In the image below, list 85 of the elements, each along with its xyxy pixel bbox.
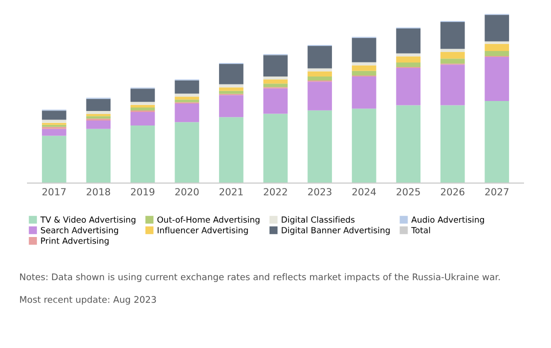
legend-label: Search Advertising: [40, 226, 118, 235]
bar: [484, 41, 510, 44]
legend-label: Out-of-Home Advertising: [157, 216, 260, 224]
bar: [174, 100, 200, 102]
legend-label: Influencer Advertising: [158, 226, 248, 235]
bar: [484, 44, 510, 51]
bar: [219, 84, 244, 88]
bar: [308, 82, 332, 110]
bar: [219, 87, 244, 91]
text: Most recent update: Aug 2023: [20, 296, 156, 305]
bar: [440, 22, 465, 49]
bar: [263, 76, 288, 80]
text: Notes: Data shown is using current exchange rates and reflects market impacts of the Russia-Ukraine war.: [20, 273, 500, 282]
bar: [352, 38, 376, 62]
bar: [396, 105, 421, 184]
bar: [484, 50, 510, 56]
x-tick-label: 2020: [175, 188, 199, 196]
bar: [174, 94, 200, 97]
bar: [396, 28, 421, 54]
bar: [263, 84, 288, 88]
legend-label: Audio Advertising: [411, 216, 484, 224]
bar: [42, 110, 66, 120]
bar: [86, 98, 111, 111]
bar: [174, 122, 200, 184]
bar: [352, 108, 376, 184]
bar: [396, 68, 421, 106]
bar: [308, 76, 332, 81]
bar: [86, 111, 111, 114]
bar: [308, 71, 332, 76]
bar: [42, 120, 66, 123]
x-tick-label: 2025: [396, 188, 420, 196]
legend-label: Print Advertising: [41, 237, 109, 246]
bar: [130, 102, 155, 105]
bar: [484, 57, 510, 102]
x-tick-label: 2023: [308, 188, 332, 196]
bar: [263, 114, 288, 184]
bar: [130, 88, 155, 102]
x-tick-label: 2021: [220, 188, 243, 196]
bar: [219, 95, 244, 118]
bar: [130, 112, 155, 126]
x-tick-label: 2017: [42, 188, 66, 196]
bar: [174, 96, 200, 100]
bar: [484, 14, 510, 42]
bar: [219, 117, 244, 184]
bar: [440, 52, 465, 59]
legend-label: TV & Video Advertising: [40, 216, 136, 224]
legend-label: Total: [411, 226, 430, 234]
bar: [42, 136, 66, 184]
bar: [174, 104, 200, 122]
x-tick-label: 2024: [352, 188, 376, 196]
bar: [219, 90, 244, 94]
legend-label: Digital Classifieds: [282, 216, 355, 224]
bar: [352, 76, 376, 109]
bar: [263, 88, 288, 114]
bar: [352, 62, 376, 66]
bar: [42, 128, 66, 136]
bar: [308, 68, 332, 72]
bar: [219, 64, 244, 84]
legend-label: Digital Banner Advertising: [282, 226, 390, 235]
bar: [440, 48, 465, 52]
bar: [86, 120, 111, 129]
bar: [440, 58, 465, 64]
x-tick-label: 2026: [440, 188, 464, 196]
x-tick-label: 2018: [86, 188, 110, 196]
bar: [396, 53, 421, 56]
bar: [484, 101, 510, 184]
bar: [86, 128, 111, 184]
bar: [130, 126, 155, 184]
bar: [130, 107, 155, 110]
bar: [308, 110, 332, 184]
bar: [352, 65, 376, 71]
bar: [396, 62, 421, 68]
x-tick-label: 2027: [485, 188, 508, 196]
bar: [440, 64, 465, 106]
x-tick-label: 2022: [264, 188, 287, 196]
bar: [308, 46, 332, 68]
bar: [352, 70, 376, 76]
bar: [396, 56, 421, 62]
bar: [130, 104, 155, 108]
bar: [440, 105, 465, 184]
bar: [86, 116, 111, 119]
x-tick-label: 2019: [131, 188, 154, 196]
bar: [263, 55, 288, 76]
bar: [174, 80, 200, 94]
bar: [263, 80, 288, 84]
